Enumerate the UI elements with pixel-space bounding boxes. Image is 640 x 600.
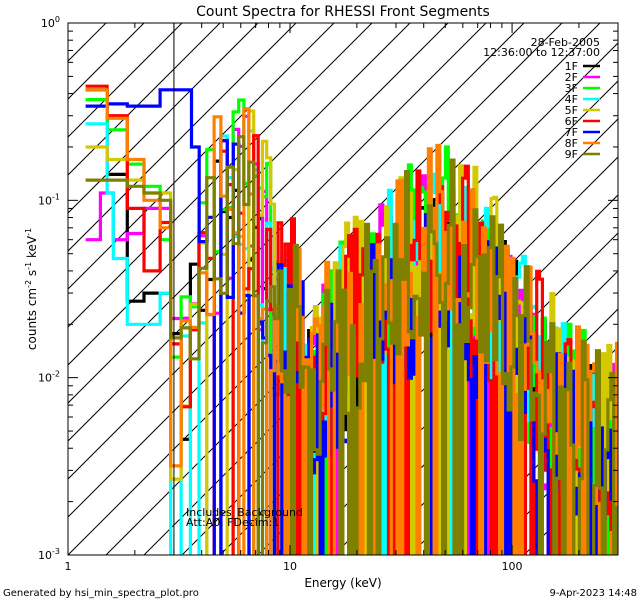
legend-label-9F: 9F: [565, 148, 578, 161]
legend-label-4F: 4F: [565, 93, 578, 106]
timestamp-label: 9-Apr-2023 14:48: [550, 588, 637, 599]
y-tick-label: 100: [41, 15, 60, 30]
plot-frame: [67, 22, 619, 556]
legend-label-1F: 1F: [565, 60, 578, 73]
hatch-line: [68, 23, 449, 404]
hatch-line: [68, 23, 107, 62]
time-range-label: 12:36:00 to 12:37:00: [483, 46, 600, 59]
x-axis-label: Energy (keV): [304, 576, 381, 590]
y-axis-label: counts cm-2 s-1 keV-1: [24, 228, 39, 350]
axis-ticks: 1 10 100 10-3 10-2 10-1 100: [38, 15, 619, 573]
series-lines: [85, 84, 618, 555]
y-tick-label: 10-1: [38, 192, 60, 207]
hatch-line: [68, 23, 373, 328]
chart-title: Count Spectra for RHESSI Front Segments: [196, 4, 490, 20]
legend-label-7F: 7F: [565, 126, 578, 139]
legend-label-2F: 2F: [565, 71, 578, 84]
x-tick-label: 10: [283, 560, 297, 573]
hatch-line: [68, 23, 259, 214]
date-label: 28-Feb-2005: [531, 36, 600, 49]
legend-label-3F: 3F: [565, 82, 578, 95]
legend-label-5F: 5F: [565, 104, 578, 117]
annotation-attenuator: Att:A0, FDecim:1: [186, 516, 279, 529]
legend-label-8F: 8F: [565, 137, 578, 150]
x-tick-label: 1: [65, 560, 72, 573]
hatch-line: [68, 23, 411, 366]
hatch-line: [68, 23, 221, 176]
y-tick-label: 10-3: [38, 547, 60, 562]
hatch-line: [447, 384, 618, 555]
y-tick-label: 10-2: [38, 370, 60, 385]
annotation-background: Includes_Background: [186, 506, 303, 519]
hatch-line: [333, 270, 618, 555]
hatch-line: [68, 23, 297, 252]
x-tick-label: 100: [502, 560, 523, 573]
hatch-line: [68, 23, 183, 138]
generated-by-label: Generated by hsi_min_spectra_plot.pro: [3, 588, 199, 599]
legend-label-6F: 6F: [565, 115, 578, 128]
series-line-9F: [85, 135, 618, 555]
